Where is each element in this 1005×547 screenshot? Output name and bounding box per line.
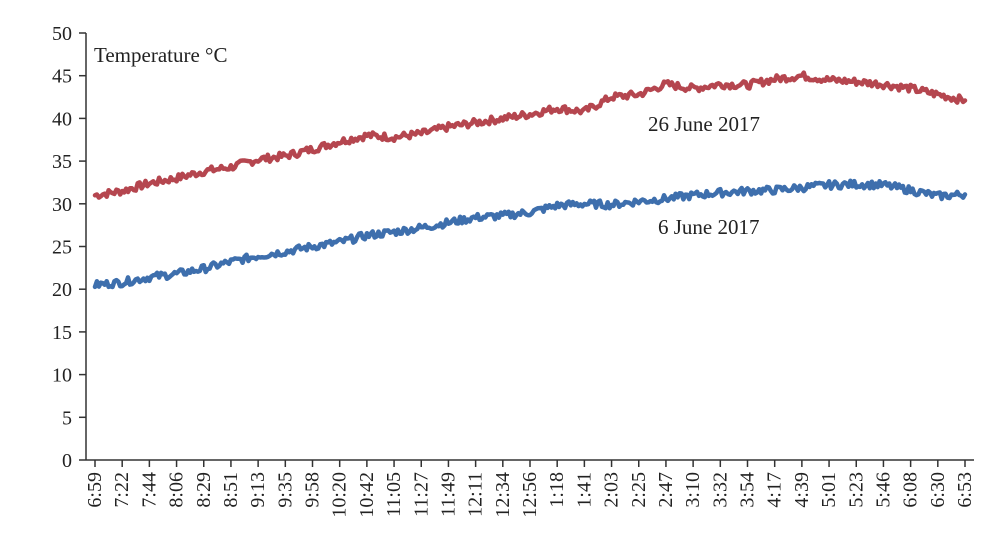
y-axis-label: Temperature °C: [94, 43, 227, 67]
y-tick-label: 0: [62, 450, 72, 472]
x-tick-label: 9:35: [274, 472, 296, 508]
x-tick-label: 6:30: [927, 472, 949, 508]
x-tick-label: 2:25: [628, 472, 650, 508]
x-axis: 6:59 7:22 7:44 8:06 8:29 8:51 9:13 9:35 9:58 10:2…: [84, 459, 976, 518]
x-tick-label: 4:17: [764, 472, 786, 508]
y-tick-label: 25: [52, 237, 72, 259]
x-tick-label: 4:39: [791, 472, 813, 508]
y-tick-label: 10: [52, 365, 72, 387]
x-tick-label: 3:54: [737, 472, 759, 508]
x-tick-label: 2:47: [655, 472, 677, 508]
x-tick-label: 12:11: [465, 472, 487, 517]
x-tick-label: 11:05: [383, 472, 405, 517]
series-label-26-june-2017: 26 June 2017: [648, 112, 760, 136]
x-tick-label: 8:06: [166, 472, 188, 508]
x-tick-label: 12:56: [519, 472, 541, 518]
x-tick-label: 5:23: [845, 472, 867, 508]
series-line-1: [92, 178, 968, 290]
series-line-0: [92, 70, 968, 200]
x-tick-label: 8:29: [193, 472, 215, 508]
x-tick-label: 11:49: [437, 472, 459, 517]
x-tick-label: 9:58: [302, 472, 324, 508]
y-tick-label: 40: [52, 108, 72, 130]
y-axis: 0 5 10 15 20 25 30 35 40 45 50: [52, 23, 87, 472]
x-tick-label: 7:22: [111, 472, 133, 508]
x-tick-label: 3:10: [682, 472, 704, 508]
x-tick-label: 7:44: [138, 472, 160, 508]
x-tick-label: 3:32: [709, 472, 731, 508]
series-lines: [92, 70, 968, 290]
y-tick-label: 50: [52, 23, 72, 45]
x-tick-label: 10:42: [356, 472, 378, 518]
x-tick-label: 6:08: [900, 472, 922, 508]
x-tick-label: 1:18: [546, 472, 568, 508]
x-tick-label: 12:34: [492, 472, 514, 518]
x-tick-label: 9:13: [247, 472, 269, 508]
y-tick-label: 30: [52, 194, 72, 216]
x-tick-label: 5:01: [818, 472, 840, 508]
x-tick-label: 1:41: [573, 472, 595, 508]
x-tick-label: 8:51: [220, 472, 242, 508]
y-tick-label: 15: [52, 322, 72, 344]
series-label-6-june-2017: 6 June 2017: [658, 215, 760, 239]
series-labels: Temperature °C 26 June 2017 6 June 2017: [94, 43, 760, 239]
x-tick-label: 2:03: [601, 472, 623, 508]
y-tick-label: 20: [52, 279, 72, 301]
x-tick-label: 6:53: [954, 472, 976, 508]
y-tick-label: 35: [52, 151, 72, 173]
y-tick-label: 45: [52, 66, 72, 88]
y-tick-label: 5: [62, 407, 72, 429]
x-tick-label: 11:27: [410, 472, 432, 517]
x-tick-label: 5:46: [872, 472, 894, 508]
x-tick-label: 6:59: [84, 472, 106, 508]
x-tick-label: 10:20: [329, 472, 351, 518]
